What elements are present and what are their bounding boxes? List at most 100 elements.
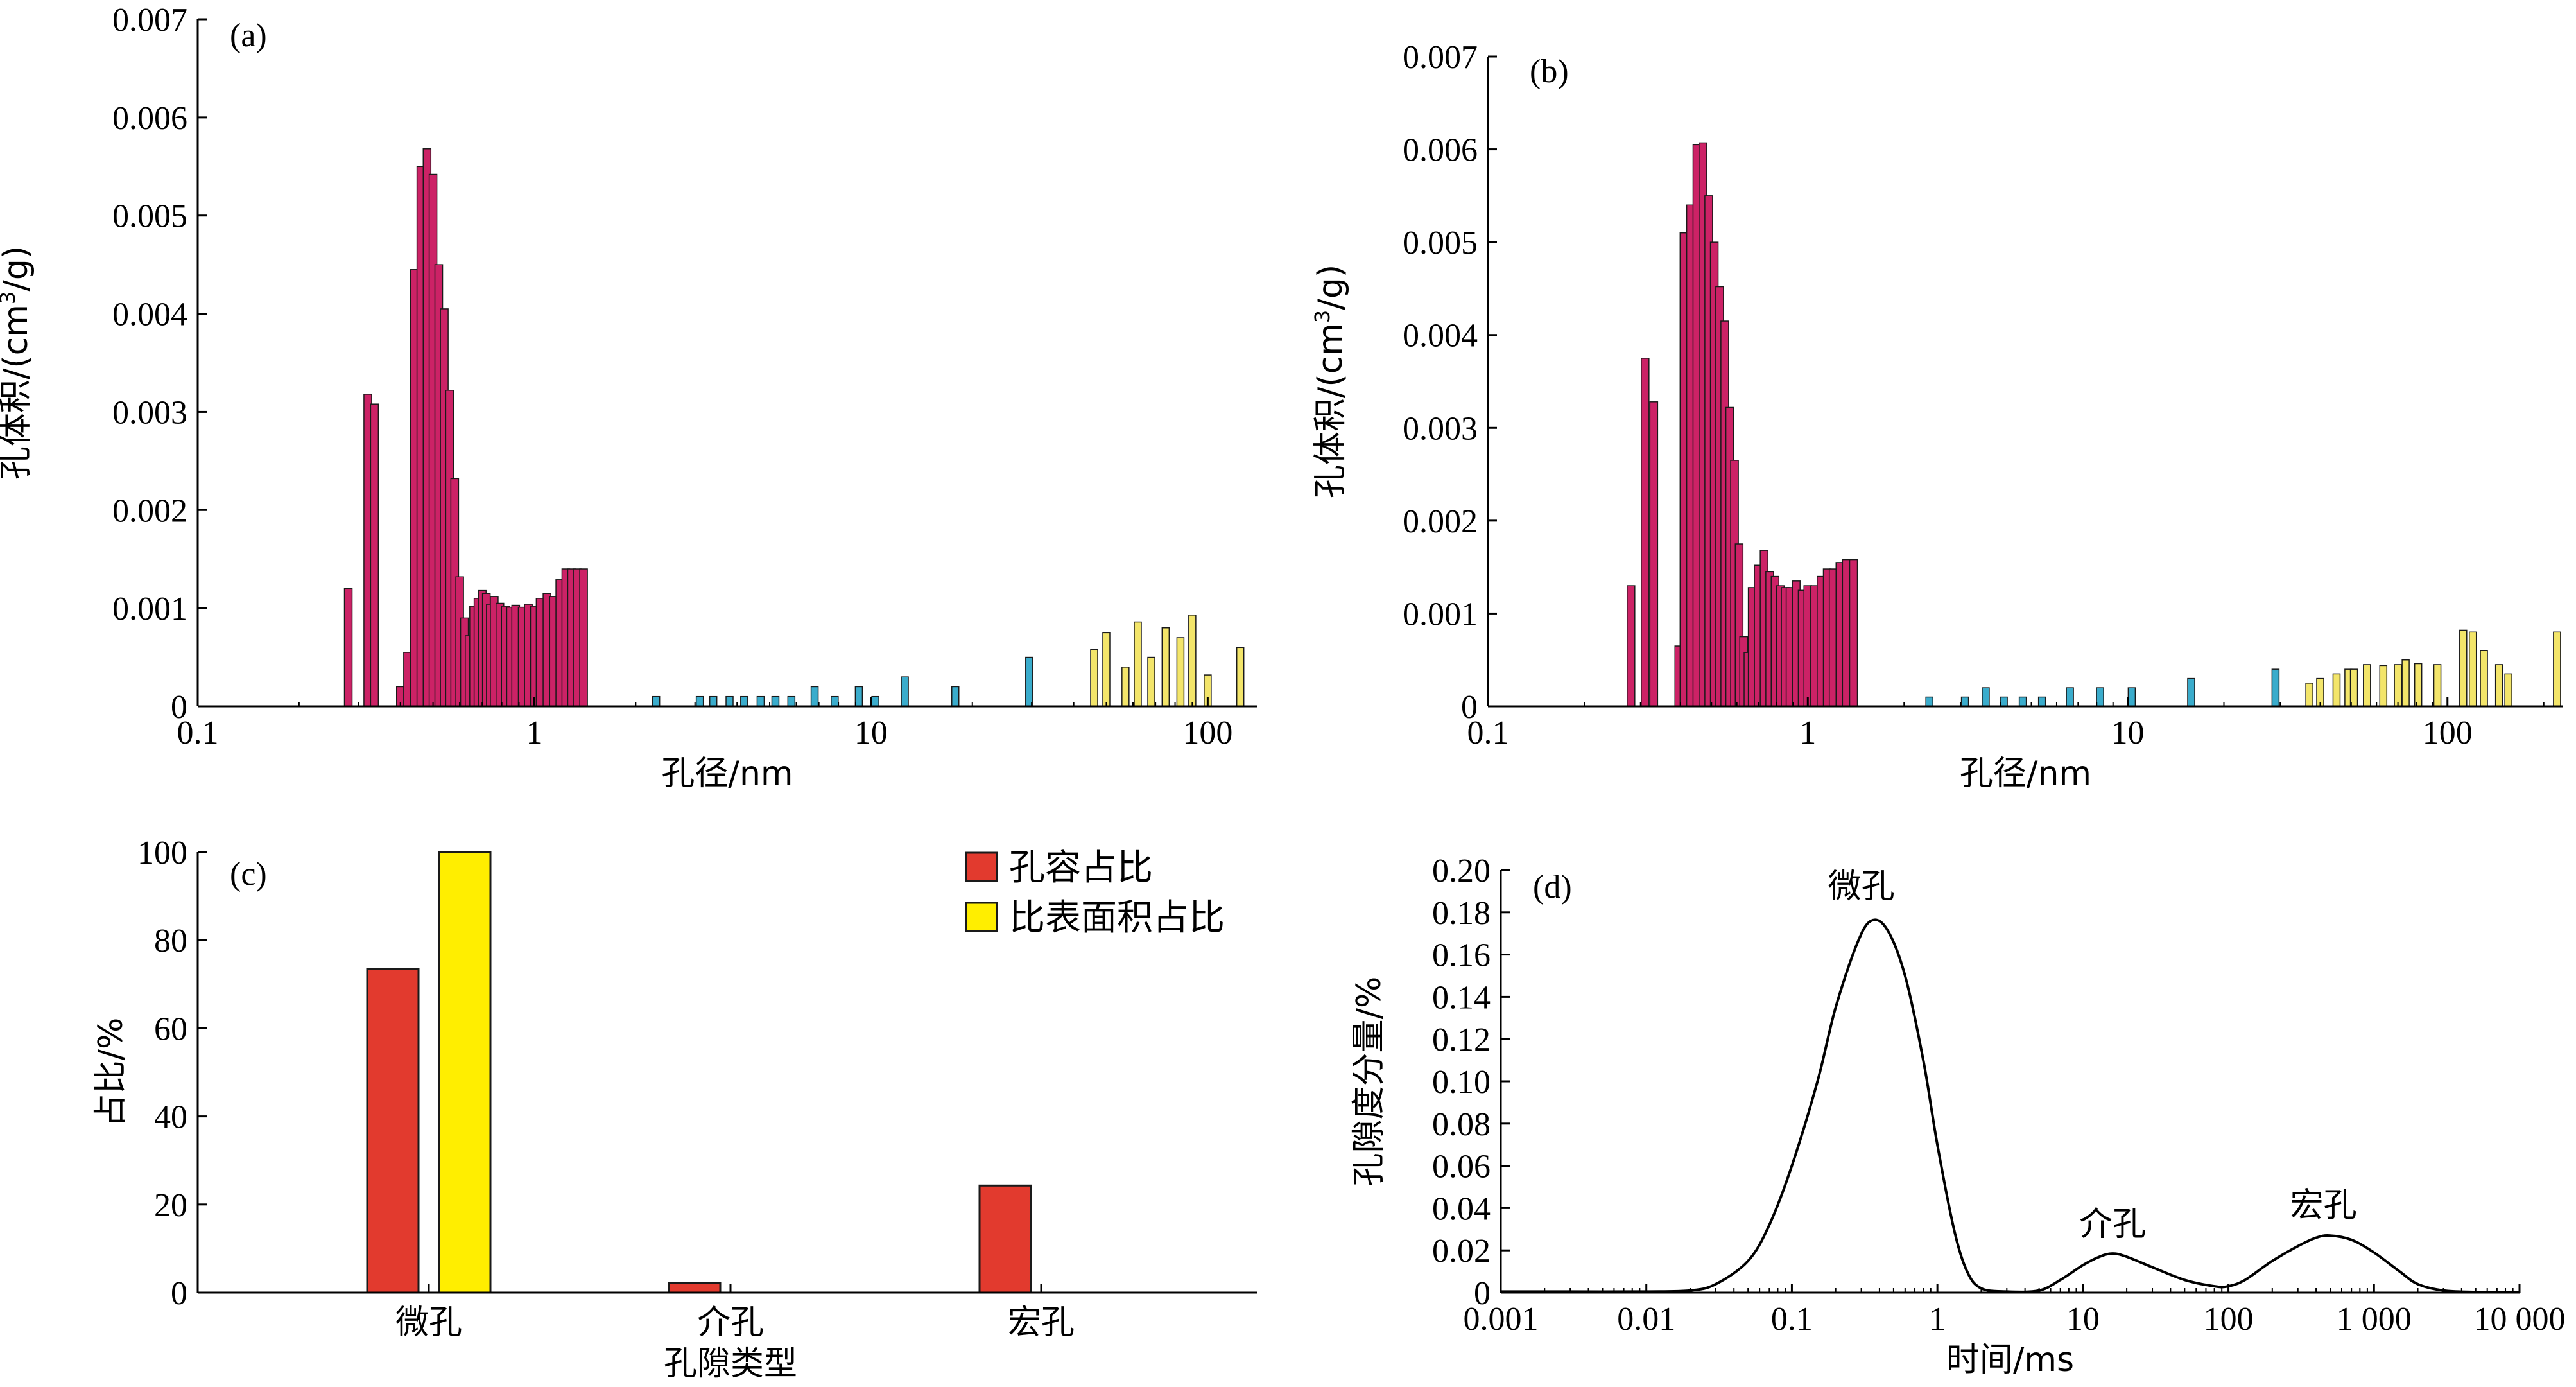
y-tick-label: 0.14 [1432,979,1491,1016]
y-tick-label: 40 [154,1099,187,1136]
y-tick-label: 0.003 [112,394,187,431]
x-tick-label: 1 [1929,1301,1946,1338]
panel-tag: (a) [230,17,267,54]
peak-annotation: 介孔 [2079,1205,2146,1244]
x-tick-label: 0.1 [177,715,219,751]
y-tick-label: 0.005 [112,198,187,235]
macro-pore-bar [2379,665,2388,707]
category-label: 介孔 [697,1304,764,1342]
x-tick-label: 1 000 [2337,1301,2412,1338]
y-tick-label: 0.002 [1403,503,1478,540]
y-tick-label: 0.12 [1432,1022,1491,1058]
y-tick-label: 0.005 [1403,225,1478,261]
macro-pore-bar [1090,649,1098,707]
meso-pore-bar [695,695,704,707]
meso-pore-bar [2066,687,2074,707]
y-axis-title: 占比/% [92,1018,130,1128]
panel-tag: (c) [230,856,267,893]
y-tick-label: 80 [154,923,187,959]
macro-pore-bar [2433,664,2442,707]
meso-pore-bar [831,695,839,707]
y-tick-label: 0.04 [1432,1191,1491,1227]
x-tick-label: 0.001 [1464,1301,1539,1338]
macro-pore-bar [1134,621,1142,707]
macro-pore-bar [1102,632,1111,707]
y-tick-label: 20 [154,1187,187,1224]
y-tick-label: 0.16 [1432,938,1491,974]
macro-pore-bar [2401,659,2410,707]
micro-pore-bar [1842,559,1851,707]
meso-pore-bar [652,695,661,707]
y-tick-label: 0.007 [112,2,187,39]
micro-pore-bar [1649,401,1659,707]
meso-pore-bar [871,695,879,707]
macro-pore-bar [1176,637,1185,707]
y-tick-label: 0.08 [1432,1106,1491,1143]
meso-pore-bar [2127,687,2136,707]
y-axis-title-tail: /g) [0,246,35,292]
x-tick-label: 10 [854,715,888,751]
y-axis-title: 孔隙度分量/% [1350,977,1388,1187]
macro-pore-bar [1161,627,1170,707]
x-tick-label: 10 000 [2474,1301,2566,1338]
macro-pore-bar [2332,673,2341,707]
meso-pore-bar [1925,696,1933,707]
micro-pore-bar [579,568,588,707]
legend-label: 比表面积占比 [1009,897,1225,939]
meso-pore-bar [2018,696,2027,707]
meso-pore-bar [709,695,718,707]
macro-pore-bar [2363,664,2371,707]
peak-annotation: 微孔 [1828,868,1895,906]
meso-pore-bar [2271,668,2280,707]
x-tick-label: 1 [1799,715,1816,751]
ratio-bar [668,1282,722,1294]
y-tick-label: 0 [1474,1275,1491,1312]
meso-pore-bar [1982,687,1990,707]
ratio-bar [978,1184,1032,1294]
micro-pore-bar [1627,585,1636,707]
y-tick-label: 0.18 [1432,895,1491,932]
ratio-bar [366,968,420,1294]
porosity-curve [1501,918,2520,1294]
y-tick-label: 0.20 [1432,853,1491,889]
meso-pore-bar [901,676,909,707]
legend-label: 孔容占比 [1009,847,1153,889]
legend-swatch [965,851,998,882]
panel-b-pore-volume-chart: 0 0.001 0.002 0.003 0.004 0.005 0.006 0.007 0.1 1… [1310,39,2563,793]
y-tick-label: 0.006 [112,100,187,137]
macro-pore-bar [2349,668,2358,707]
macro-pore-bar [1236,647,1245,707]
x-tick-label: 10 [2111,715,2145,751]
x-tick-label: 100 [1182,715,1232,751]
macro-pore-bar [2480,650,2488,707]
x-axis-title: 时间/ms [1946,1341,2074,1379]
macro-pore-bar [2553,631,2561,707]
y-tick-label: 0.001 [1403,596,1478,632]
y-axis-title: 孔体积/(cm3/g) [1310,265,1350,498]
y-axis-title-superscript: 3 [1310,310,1335,323]
y-tick-label: 0.02 [1432,1233,1491,1269]
legend-swatch [965,902,998,932]
panel-a-pore-volume-chart: 0 0.001 0.002 0.003 0.004 0.005 0.006 0.007 0.1 1… [0,2,1257,793]
x-tick-label: 0.1 [1771,1301,1813,1338]
y-tick-label: 0.004 [1403,318,1478,354]
macro-pore-bar [2494,664,2503,707]
y-tick-label: 0.06 [1432,1149,1491,1185]
x-tick-label: 0.1 [1467,715,1509,751]
meso-pore-bar [787,695,796,707]
panel-d-t2-distribution-chart: 0 0.02 0.04 0.06 0.08 0.10 0.12 0.14 0.16 0.18 0.2… [1350,853,2566,1379]
y-tick-label: 0.006 [1403,132,1478,169]
y-axis-title-main: 孔体积/(cm [0,304,35,480]
peak-annotation: 宏孔 [2290,1187,2357,1225]
meso-pore-bar [771,695,780,707]
micro-pore-bar [1849,559,1858,707]
ratio-bar [438,851,492,1294]
y-axis-title-tail: /g) [1311,265,1350,310]
y-axis-title-superscript: 3 [0,292,20,304]
macro-pore-bar [1147,656,1155,707]
macro-pore-bar [1188,615,1197,707]
meso-pore-bar [725,695,734,707]
micro-pore-bar [370,403,379,707]
